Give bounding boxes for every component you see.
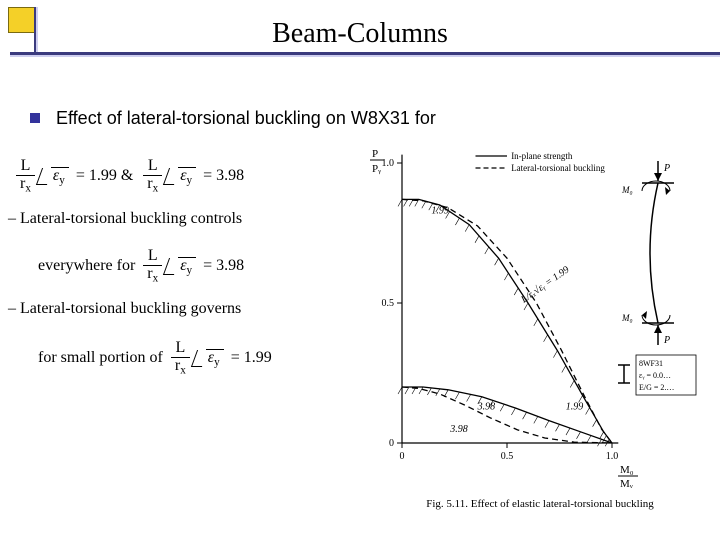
svg-text:E/G = 2.…: E/G = 2.… bbox=[639, 383, 674, 392]
interaction-chart: 000.50.51.01.0M₀MᵧPPᵧIn-plane strengthLa… bbox=[370, 148, 710, 488]
svg-text:In-plane strength: In-plane strength bbox=[511, 151, 573, 161]
svg-text:1.99: 1.99 bbox=[431, 205, 449, 216]
eq-line-1: Lrx εy = 1.99 & Lrx εy = 3.98 bbox=[16, 158, 244, 195]
bullet-icon bbox=[30, 113, 40, 123]
svg-text:Pᵧ: Pᵧ bbox=[372, 163, 381, 175]
svg-text:P: P bbox=[663, 163, 670, 174]
svg-text:M₀: M₀ bbox=[620, 464, 634, 476]
svg-text:0.5: 0.5 bbox=[501, 451, 514, 462]
svg-text:L/rₓ√εᵧ = 1.99: L/rₓ√εᵧ = 1.99 bbox=[518, 264, 571, 306]
svg-text:1.99: 1.99 bbox=[566, 401, 584, 412]
svg-text:1.0: 1.0 bbox=[606, 451, 619, 462]
svg-text:8WF31: 8WF31 bbox=[639, 359, 663, 368]
title-rule-light bbox=[10, 55, 720, 57]
svg-text:0.5: 0.5 bbox=[382, 298, 395, 309]
eq-line-3b: for small portion of Lrx εy = 1.99 bbox=[38, 340, 272, 377]
svg-text:εᵧ = 0.0…: εᵧ = 0.0… bbox=[639, 371, 671, 380]
bullet-text: Effect of lateral-torsional buckling on … bbox=[56, 108, 436, 129]
svg-text:P: P bbox=[663, 335, 670, 346]
svg-text:3.98: 3.98 bbox=[449, 424, 468, 435]
eq-line-2a: – Lateral-torsional buckling controls bbox=[8, 210, 242, 228]
svg-text:Mᵧ: Mᵧ bbox=[620, 478, 633, 488]
eq-line-3a: – Lateral-torsional buckling governs bbox=[8, 300, 241, 318]
svg-text:M₀: M₀ bbox=[621, 185, 633, 195]
slide: Beam-Columns Effect of lateral-torsional… bbox=[0, 0, 720, 540]
svg-text:3.98: 3.98 bbox=[477, 401, 496, 412]
svg-text:M₀: M₀ bbox=[621, 313, 633, 323]
title-bar: Beam-Columns bbox=[0, 0, 720, 70]
svg-text:0: 0 bbox=[389, 438, 394, 449]
svg-text:P: P bbox=[372, 148, 378, 160]
figure-caption: Fig. 5.11. Effect of elastic lateral-tor… bbox=[370, 498, 710, 510]
svg-text:Lateral-torsional buckling: Lateral-torsional buckling bbox=[511, 163, 605, 173]
eq-line-2b: everywhere for Lrx εy = 3.98 bbox=[38, 248, 244, 285]
page-title: Beam-Columns bbox=[0, 18, 720, 50]
svg-text:0: 0 bbox=[400, 451, 405, 462]
